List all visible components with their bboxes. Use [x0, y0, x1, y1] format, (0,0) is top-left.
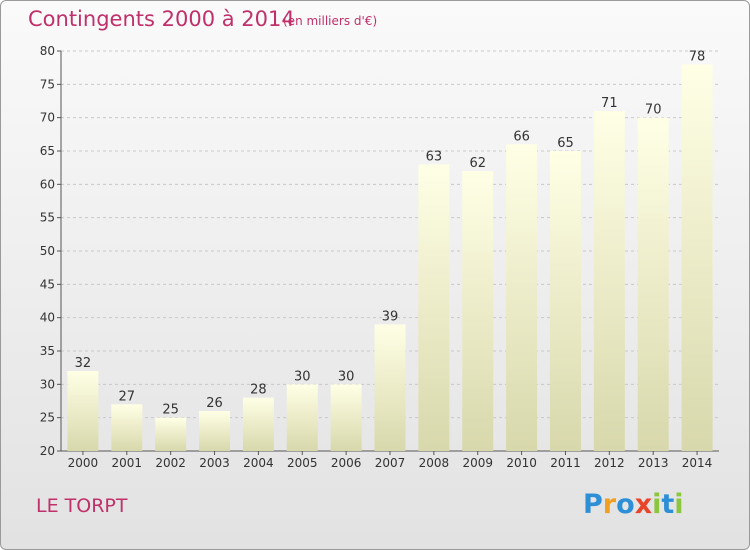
bar-2007	[374, 324, 406, 451]
data-label: 39	[382, 309, 399, 324]
x-tick-label: 2004	[243, 456, 274, 470]
y-tick-label: 60	[40, 177, 55, 191]
data-label: 25	[162, 403, 179, 418]
data-label: 32	[75, 356, 92, 371]
data-label: 63	[426, 149, 443, 164]
logo-letter: x	[634, 489, 653, 520]
data-label: 78	[689, 49, 706, 64]
logo-letter: i	[674, 489, 684, 520]
x-tick-label: 2014	[682, 456, 713, 470]
bar-2005	[286, 384, 318, 451]
x-tick-label: 2005	[287, 456, 318, 470]
bar-2001	[111, 404, 143, 451]
x-tick-label: 2007	[375, 456, 406, 470]
bar-2003	[199, 411, 231, 451]
data-label: 30	[294, 369, 311, 384]
y-tick-label: 70	[40, 111, 55, 125]
x-tick-label: 2006	[331, 456, 362, 470]
y-tick-label: 80	[40, 44, 55, 58]
chart-subtitle: (en milliers d'€)	[283, 14, 378, 28]
data-label: 65	[557, 136, 574, 151]
bar-2006	[330, 384, 362, 451]
data-label: 30	[338, 369, 355, 384]
bar-2011	[549, 151, 581, 451]
bar-2014	[681, 64, 713, 452]
x-tick-label: 2008	[419, 456, 450, 470]
logo-letter: P	[583, 489, 603, 520]
x-tick-label: 2001	[112, 456, 143, 470]
y-tick-label: 45	[40, 277, 55, 291]
bar-2013	[637, 117, 669, 452]
x-tick-label: 2003	[199, 456, 230, 470]
data-label: 62	[469, 156, 486, 171]
x-tick-label: 2013	[638, 456, 669, 470]
y-tick-label: 50	[40, 244, 55, 258]
x-tick-label: 2012	[594, 456, 625, 470]
data-label: 28	[250, 383, 267, 398]
bar-2010	[506, 144, 538, 452]
logo-letter: o	[616, 489, 635, 520]
x-tick-label: 2009	[462, 456, 493, 470]
logo-letter: r	[602, 489, 617, 520]
logo-letter: i	[652, 489, 662, 520]
bar-2004	[242, 397, 274, 451]
data-label: 70	[645, 103, 662, 118]
data-label: 26	[206, 396, 223, 411]
y-tick-label: 65	[40, 144, 55, 158]
data-label: 71	[601, 96, 618, 111]
bar-2000	[67, 371, 99, 451]
y-tick-label: 30	[40, 377, 55, 391]
bars	[67, 64, 713, 452]
y-tick-label: 20	[40, 444, 55, 458]
bar-2009	[462, 171, 494, 451]
commune-name: LE TORPT	[36, 495, 128, 517]
proxiti-logo[interactable]: Proxiti	[583, 489, 684, 520]
chart-title: Contingents 2000 à 2014	[28, 7, 295, 31]
logo-letter: t	[661, 489, 675, 520]
y-tick-label: 75	[40, 77, 55, 91]
y-tick-label: 55	[40, 211, 55, 225]
y-tick-label: 40	[40, 311, 55, 325]
bar-2002	[155, 417, 187, 451]
x-tick-label: 2000	[68, 456, 99, 470]
data-labels: 32 27 25 26 28 30 30 39 63 62 66 65 71 70 78	[75, 49, 706, 417]
bar-2008	[418, 164, 450, 452]
x-tick-label: 2010	[506, 456, 537, 470]
y-tick-label: 25	[40, 411, 55, 425]
bar-2012	[593, 111, 625, 451]
data-label: 66	[513, 129, 530, 144]
x-tick-label: 2002	[155, 456, 186, 470]
y-tick-label: 35	[40, 344, 55, 358]
x-tick-label: 2011	[550, 456, 581, 470]
data-label: 27	[119, 389, 136, 404]
